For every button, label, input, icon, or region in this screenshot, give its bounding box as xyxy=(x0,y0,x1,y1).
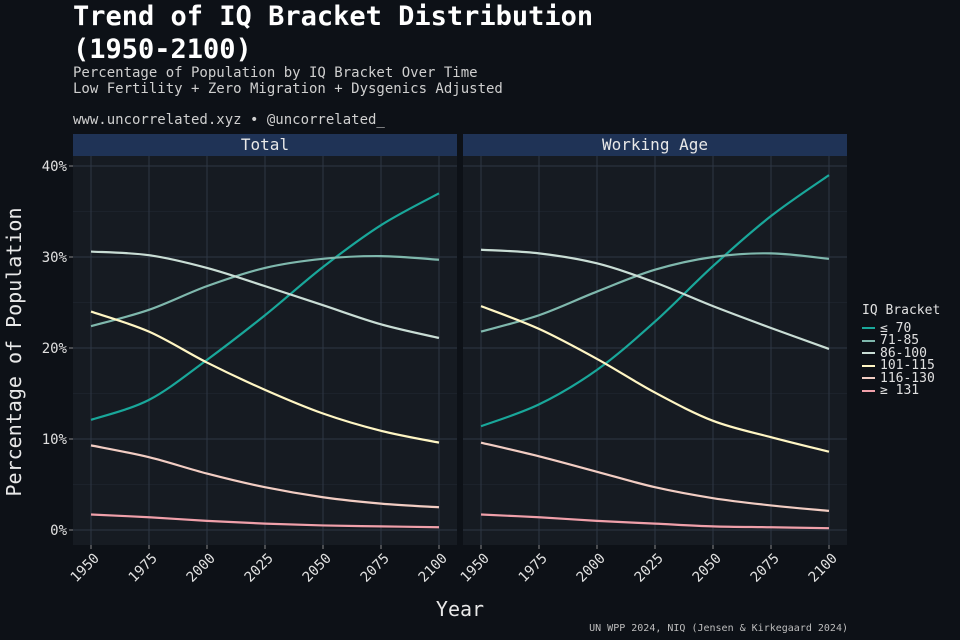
y-tick-label: 30% xyxy=(42,250,68,266)
legend-key xyxy=(862,339,875,342)
series-line xyxy=(480,441,830,512)
legend-item: ≥ 131 xyxy=(862,383,940,399)
x-tick-label: 2075 xyxy=(358,551,393,586)
legend-item: 116-130 xyxy=(862,370,940,386)
x-tick-label: 2050 xyxy=(300,551,335,586)
legend-item: ≤ 70 xyxy=(862,320,940,336)
y-tick-label: 10% xyxy=(42,432,68,448)
series-line xyxy=(480,174,830,428)
legend-item: 86-100 xyxy=(862,345,940,361)
facet-label: Working Age xyxy=(602,135,708,154)
legend-key xyxy=(862,364,875,367)
legend-key xyxy=(862,377,875,380)
legend-item: 71-85 xyxy=(862,333,940,349)
x-tick-label: 2075 xyxy=(748,551,783,586)
y-tick-label: 40% xyxy=(42,159,68,175)
x-tick-label: 2025 xyxy=(632,551,667,586)
series-line xyxy=(90,250,440,340)
series-line xyxy=(90,192,440,421)
legend-label: 71-85 xyxy=(880,333,920,349)
chart-subtitle: Percentage of Population by IQ Bracket O… xyxy=(73,65,503,97)
legend-label: 101-115 xyxy=(880,358,935,374)
subtitle-line-2: Low Fertility + Zero Migration + Dysgeni… xyxy=(73,81,503,97)
x-axis-title: Year xyxy=(436,597,484,621)
legend-label: ≥ 131 xyxy=(880,383,920,399)
legend-label: ≤ 70 xyxy=(880,320,912,336)
legend-key xyxy=(862,389,875,392)
credit-text: www.uncorrelated.xyz • @uncorrelated_ xyxy=(73,112,385,128)
legend-title: IQ Bracket xyxy=(862,303,941,318)
x-tick-label: 1950 xyxy=(68,551,103,586)
series-line xyxy=(480,252,830,333)
series-line xyxy=(480,305,830,453)
y-axis-title: Percentage of Population xyxy=(2,208,26,497)
x-tick-label: 2000 xyxy=(574,551,609,586)
series-line xyxy=(90,310,440,444)
facet-strip xyxy=(463,134,847,156)
facet-label: Total xyxy=(241,135,289,154)
x-tick-label: 2100 xyxy=(416,551,451,586)
x-tick-label: 1975 xyxy=(126,551,161,586)
x-tick-label: 1950 xyxy=(458,551,493,586)
subtitle-line-1: Percentage of Population by IQ Bracket O… xyxy=(73,65,478,81)
series-line xyxy=(90,444,440,509)
x-tick-label: 2050 xyxy=(690,551,725,586)
y-tick-label: 0% xyxy=(50,523,67,539)
y-tick-label: 20% xyxy=(42,341,68,357)
x-tick-label: 2025 xyxy=(242,551,277,586)
x-tick-label: 2100 xyxy=(806,551,841,586)
series-line xyxy=(90,254,440,328)
legend-label: 86-100 xyxy=(880,345,927,361)
legend-key xyxy=(862,327,875,330)
legend-label: 116-130 xyxy=(880,370,935,386)
series-line xyxy=(480,248,830,350)
facet-strip xyxy=(73,134,457,156)
series-line xyxy=(90,513,440,529)
source-caption: UN WPP 2024, NIQ (Jensen & Kirkegaard 20… xyxy=(589,623,848,634)
legend-key xyxy=(862,352,875,355)
x-tick-label: 2000 xyxy=(184,551,219,586)
chart-title: Trend of IQ Bracket Distribution (1950-2… xyxy=(73,1,594,65)
legend-item: 101-115 xyxy=(862,358,940,374)
series-line xyxy=(480,513,830,530)
x-tick-label: 1975 xyxy=(516,551,551,586)
legend: IQ Bracket ≤ 70 71-85 86-100 101-115 116-130… xyxy=(862,303,941,399)
legend-items: ≤ 70 71-85 86-100 101-115 116-130 ≥ 131 xyxy=(862,320,940,399)
